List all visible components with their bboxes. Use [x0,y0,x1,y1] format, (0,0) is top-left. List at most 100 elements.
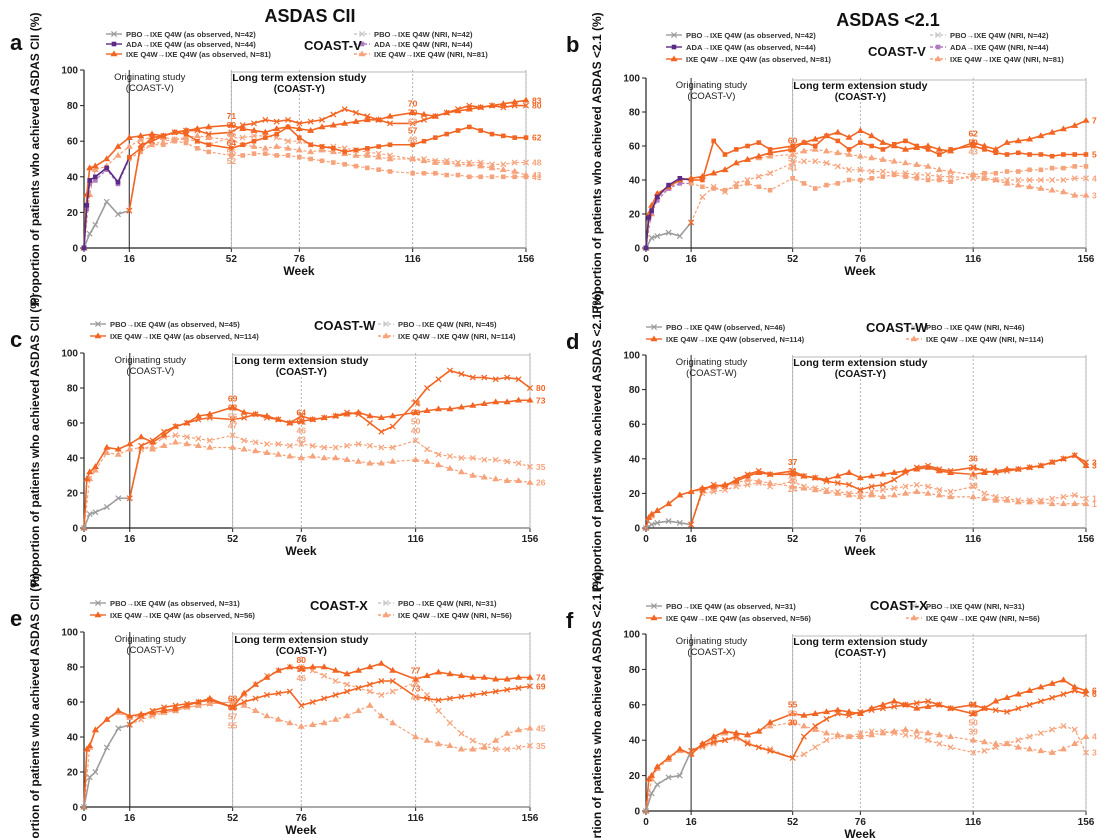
data-point [903,174,908,179]
series-line [83,200,130,249]
data-point [845,708,853,715]
data-point [421,138,427,144]
data-point [149,135,155,140]
x-axis-title: Week [285,823,316,837]
legend-label: IXE Q4W→IXE Q4W (as observed, N=56) [666,614,811,623]
lte-period-box [792,356,1087,529]
data-point [947,488,954,495]
data-point [934,55,942,62]
data-label: 70 [408,108,418,118]
data-point [512,135,517,140]
data-point [1059,500,1067,507]
lte-study-name: (COAST-Y) [835,92,886,103]
data-point [733,476,740,483]
data-point [868,488,875,495]
data-point [252,411,259,418]
data-label: 57 [228,711,238,721]
data-point [375,153,383,160]
data-point [846,733,853,740]
data-label: 71 [227,111,237,121]
data-point [744,475,752,482]
y-tick-label: 100 [623,74,640,85]
x-tick-label: 16 [686,817,698,828]
y-axis-title: Proportion of patients who achieved ASDA… [28,13,42,306]
data-point [504,458,511,465]
data-point [969,470,977,477]
data-point [386,152,394,159]
data-label: 35 [536,462,546,472]
data-point [868,154,876,161]
data-point [677,181,683,186]
data-point [1082,749,1090,756]
data-point [823,159,830,167]
data-point [126,207,133,214]
y-tick-label: 20 [629,210,641,221]
data-point [420,110,428,117]
legend: PBO→IXE Q4W (observed, N=46) IXE Q4W→IXE … [646,323,1044,344]
data-point [902,731,909,738]
panel-b: b 0 20 40 60 80 100 0 16 52 76 116 156 Week Proportion… [566,12,1097,313]
data-point [412,398,419,406]
data-point [91,466,99,473]
data-point [377,459,385,466]
data-point [432,113,439,120]
data-point [688,521,695,528]
data-label: 80 [297,655,307,665]
data-point [377,414,385,421]
data-point [1082,495,1090,502]
data-point [92,221,99,228]
series-ixe-nri [642,718,1090,814]
series-line [690,160,1086,223]
data-point [980,738,988,745]
data-point [648,790,655,797]
x-tick-label: 16 [124,534,136,545]
series-line [645,221,692,249]
data-point [467,174,472,180]
data-point [239,125,247,132]
series-pbo-obs [80,677,534,811]
data-point [480,473,488,480]
data-point [665,754,673,761]
data-point [504,374,511,381]
y-tick-label: 80 [67,384,79,395]
legend-label: IXE Q4W→IXE Q4W (NRI, N=81) [374,50,488,59]
series-line [129,680,531,726]
series-line [645,520,692,529]
data-point [228,134,235,141]
y-tick-label: 80 [67,663,79,674]
lte-period-box [232,354,531,529]
data-point [913,161,921,167]
data-point [648,234,655,241]
data-point [1037,497,1044,504]
data-point [653,507,661,513]
data-point [526,478,534,485]
data-point [434,740,443,747]
data-label: 43 [297,434,307,444]
data-point [352,109,360,116]
series-ixe-obs [642,116,1090,251]
data-point [868,168,875,175]
data-label: 45 [536,723,546,733]
data-point [982,170,987,176]
panel-c: c 0 20 40 60 80 100 0 16 52 76 116 156 Week Proportion… [10,294,546,587]
data-point [332,677,339,685]
x-tick-label: 76 [296,813,308,824]
data-point [733,733,740,740]
series-line [645,721,1087,812]
series-ada-nri [643,164,1089,251]
data-point [857,166,864,173]
data-label: 50 [788,709,798,719]
data-label: 31 [788,466,798,476]
legend: PBO→IXE Q4W (as observed, N=31) IXE Q4W→I… [646,602,1040,623]
data-point [433,135,438,140]
data-point [457,672,465,679]
legend-item: ADA→IXE Q4W (as observed, N=44) [106,40,256,49]
y-tick-label: 60 [67,419,79,430]
data-point [503,477,511,484]
data-point [378,444,385,451]
data-point [891,476,898,483]
data-label: 50 [411,417,421,427]
data-point [515,684,522,692]
data-point [433,170,438,176]
data-label: 48 [408,135,418,145]
